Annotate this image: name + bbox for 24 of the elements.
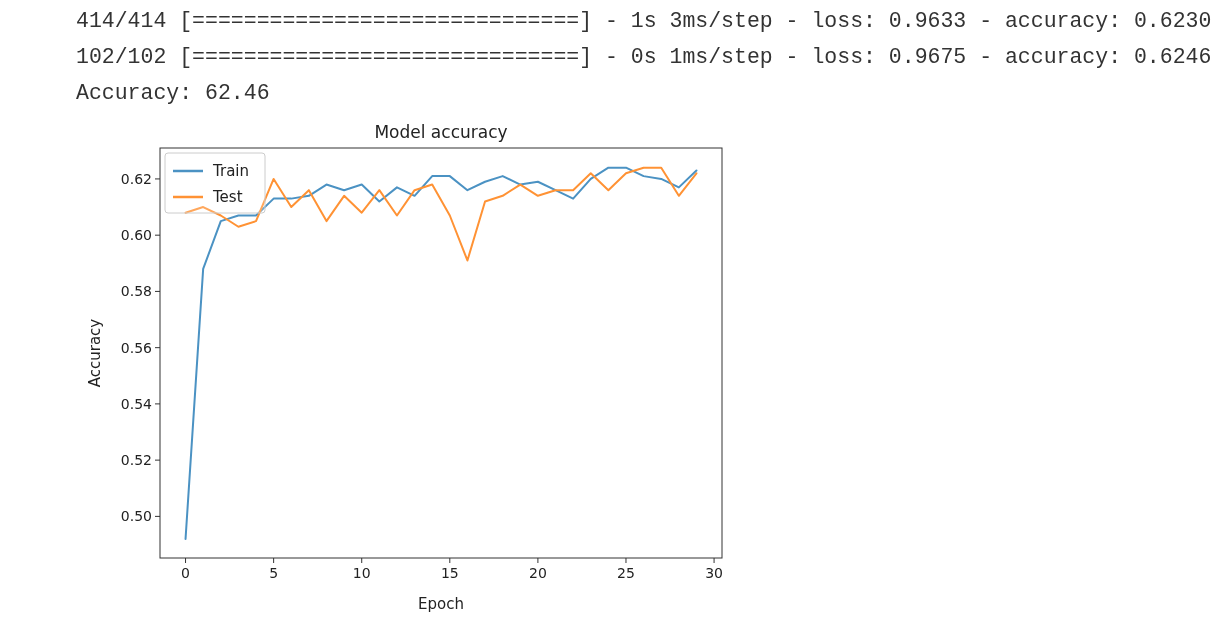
text: 102/102 [==============================] - 0s 1ms/step - loss: 0.9675 - accuracy: 0.6246 bbox=[76, 45, 1212, 69]
legend-label: Train bbox=[212, 162, 249, 181]
text: Accuracy: 62.46 bbox=[76, 81, 270, 105]
chart-title: Model accuracy bbox=[374, 122, 508, 142]
y-tick-label: 0.56 bbox=[120, 339, 153, 356]
y-axis-title: Accuracy bbox=[86, 318, 104, 388]
y-tick-label: 0.62 bbox=[120, 170, 152, 187]
line-series bbox=[184, 166, 698, 262]
x-tick-label: 0 bbox=[181, 565, 191, 581]
x-tick-label: 5 bbox=[269, 565, 279, 581]
line-series bbox=[184, 166, 698, 540]
x-tick-label: 20 bbox=[528, 565, 547, 581]
x-tick-label: 15 bbox=[440, 565, 459, 581]
y-tick-label: 0.60 bbox=[120, 227, 152, 244]
x-tick-label: 25 bbox=[617, 565, 635, 581]
x-tick-label: 10 bbox=[352, 565, 371, 581]
y-tick-label: 0.58 bbox=[120, 283, 152, 300]
y-tick-label: 0.54 bbox=[120, 395, 153, 412]
y-tick-label: 0.52 bbox=[120, 452, 152, 469]
x-tick-label: 30 bbox=[705, 565, 723, 581]
y-tick-label: 0.50 bbox=[120, 508, 152, 525]
legend-label: Test bbox=[212, 188, 243, 207]
x-axis-title: Epoch bbox=[418, 595, 464, 613]
text: 414/414 [==============================] - 1s 3ms/step - loss: 0.9633 - accuracy: 0.6230 bbox=[76, 9, 1212, 33]
